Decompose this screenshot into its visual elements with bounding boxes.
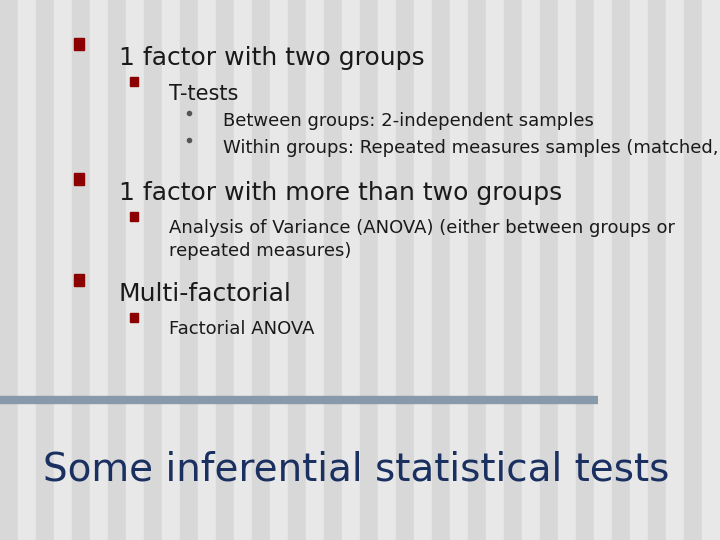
Text: 1 factor with more than two groups: 1 factor with more than two groups: [119, 181, 562, 205]
Bar: [162, 0, 180, 540]
Bar: [432, 0, 450, 540]
Bar: [396, 0, 414, 540]
Bar: [612, 0, 630, 540]
Bar: [126, 0, 144, 540]
Polygon shape: [74, 274, 84, 286]
Bar: [0, 0, 18, 540]
Bar: [594, 0, 612, 540]
Polygon shape: [130, 77, 138, 86]
Bar: [36, 0, 54, 540]
Polygon shape: [74, 38, 84, 50]
Bar: [180, 0, 198, 540]
Bar: [216, 0, 234, 540]
Bar: [450, 0, 468, 540]
Bar: [198, 0, 216, 540]
Bar: [324, 0, 342, 540]
Polygon shape: [130, 313, 138, 322]
Bar: [576, 0, 594, 540]
Text: Multi-factorial: Multi-factorial: [119, 282, 292, 306]
Bar: [252, 0, 270, 540]
Bar: [144, 0, 162, 540]
Bar: [108, 0, 126, 540]
Bar: [684, 0, 702, 540]
Bar: [306, 0, 324, 540]
Bar: [270, 0, 288, 540]
Bar: [54, 0, 72, 540]
Text: 1 factor with two groups: 1 factor with two groups: [119, 46, 424, 70]
Bar: [378, 0, 396, 540]
Polygon shape: [130, 212, 138, 221]
Bar: [486, 0, 504, 540]
Text: T-tests: T-tests: [169, 84, 238, 104]
Bar: [288, 0, 306, 540]
Bar: [234, 0, 252, 540]
Polygon shape: [74, 173, 84, 185]
Bar: [90, 0, 108, 540]
Bar: [522, 0, 540, 540]
Bar: [18, 0, 36, 540]
Bar: [342, 0, 360, 540]
Text: Within groups: Repeated measures samples (matched, related): Within groups: Repeated measures samples…: [223, 139, 720, 157]
Bar: [630, 0, 648, 540]
Bar: [702, 0, 720, 540]
Bar: [540, 0, 558, 540]
Bar: [468, 0, 486, 540]
Bar: [360, 0, 378, 540]
Bar: [414, 0, 432, 540]
Bar: [666, 0, 684, 540]
Bar: [558, 0, 576, 540]
Text: Between groups: 2-independent samples: Between groups: 2-independent samples: [223, 112, 594, 130]
Text: Factorial ANOVA: Factorial ANOVA: [169, 320, 315, 338]
Text: Some inferential statistical tests: Some inferential statistical tests: [43, 451, 670, 489]
Bar: [648, 0, 666, 540]
Bar: [72, 0, 90, 540]
Text: Analysis of Variance (ANOVA) (either between groups or
repeated measures): Analysis of Variance (ANOVA) (either bet…: [169, 219, 675, 260]
Bar: [504, 0, 522, 540]
